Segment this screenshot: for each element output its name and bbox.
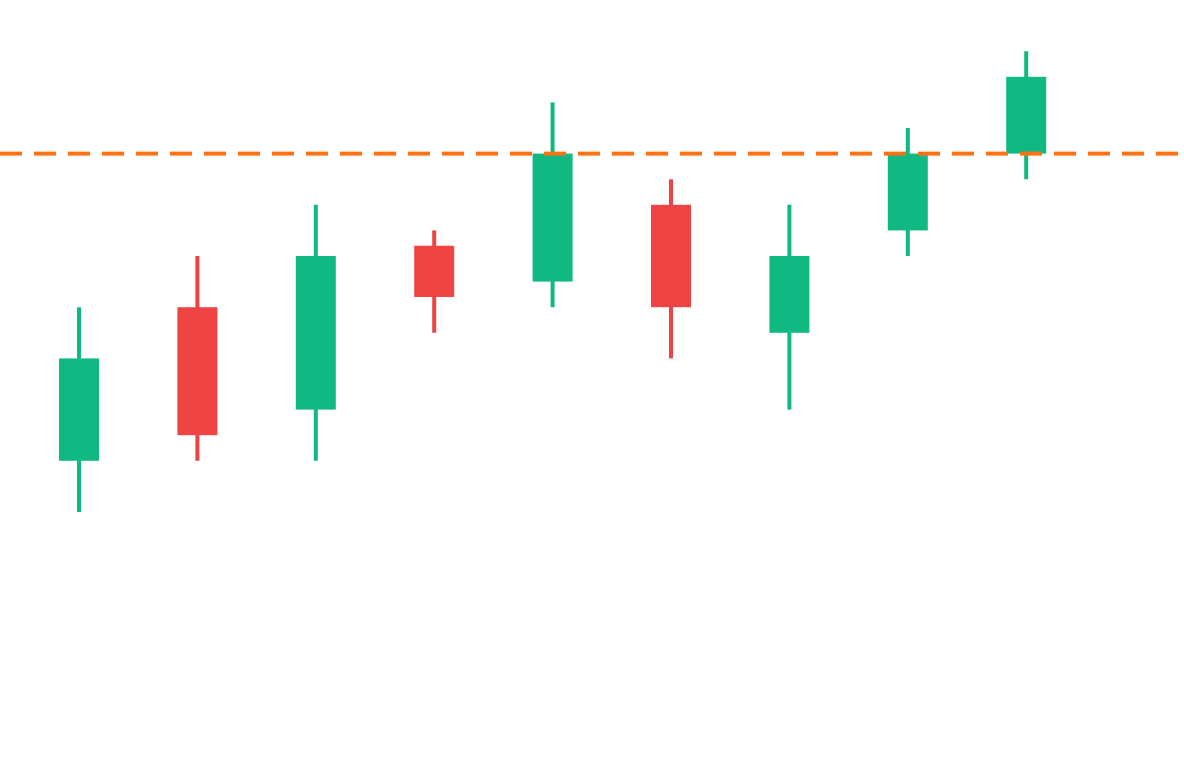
candle-body-up	[532, 153, 573, 282]
candle-body-up	[59, 358, 99, 461]
candle-body-up	[1006, 76, 1047, 154]
candle-body-down	[414, 245, 455, 297]
candle-body-up	[295, 256, 336, 410]
candle-body-up	[769, 256, 810, 333]
candle-body-up	[887, 153, 928, 231]
candle-body-down	[177, 307, 218, 436]
candle-body-down	[651, 204, 691, 308]
